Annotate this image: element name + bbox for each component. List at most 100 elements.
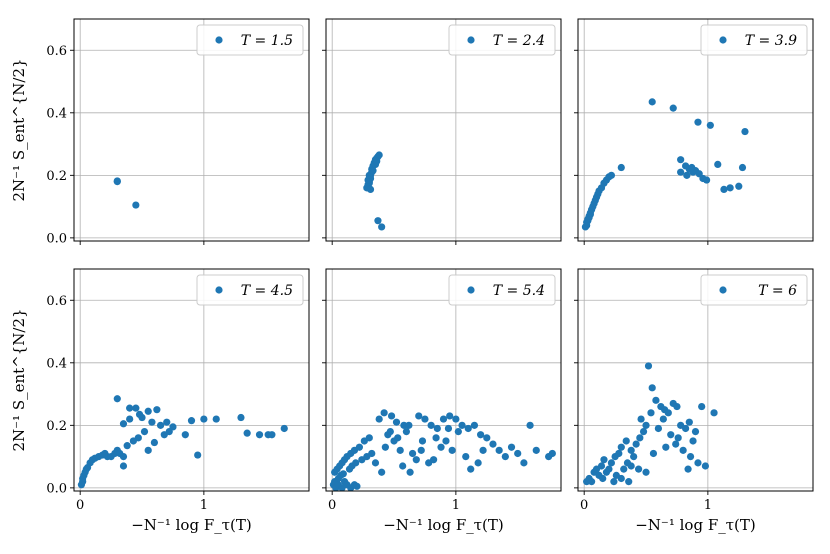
scatter-point <box>442 437 450 445</box>
scatter-point <box>187 417 196 425</box>
scatter-point <box>647 409 655 417</box>
scatter-point <box>113 395 121 403</box>
scatter-point <box>738 163 747 172</box>
scatter-point <box>625 478 633 486</box>
scatter-point <box>138 413 146 422</box>
scatter-point <box>392 418 401 426</box>
scatter-point <box>268 431 276 439</box>
scatter-point <box>418 437 427 445</box>
scatter-point <box>433 424 441 433</box>
scatter-point <box>437 443 445 451</box>
y-tick-label: 0.0 <box>46 231 67 246</box>
scatter-point <box>588 478 596 486</box>
scatter-point <box>126 415 134 423</box>
legend-marker <box>215 286 223 294</box>
subplot-1: 0.0 0.2 0.4 0.6 T = 1.5 <box>46 18 310 246</box>
scatter-point <box>454 427 462 436</box>
legend-marker <box>467 36 475 44</box>
scatter-point <box>617 443 625 451</box>
x-tick-label: 1 <box>704 498 712 513</box>
scatter-point <box>635 465 643 473</box>
scatter-point <box>483 434 491 442</box>
scatter-point <box>439 415 448 423</box>
scatter-point <box>664 409 672 417</box>
scatter-point <box>462 453 470 461</box>
scatter-point <box>144 407 152 415</box>
y-axis-label: 2N⁻¹ S_ent^{N/2} <box>10 58 28 201</box>
scatter-point <box>689 437 697 445</box>
scatter-point <box>636 434 644 442</box>
scatter-point <box>129 437 137 445</box>
scatter-point <box>280 424 288 433</box>
scatter-point <box>140 427 149 436</box>
scatter-point <box>674 434 682 442</box>
x-tick-label: 1 <box>200 498 208 513</box>
scatter-point <box>144 446 152 454</box>
scatter-point <box>386 427 394 436</box>
scatter-point <box>679 446 687 454</box>
subplot-6: 0 1 T = 6 <box>574 268 814 513</box>
scatter-point <box>430 456 438 464</box>
scatter-point <box>153 406 161 414</box>
scatter-point <box>150 438 158 447</box>
legend-label: T = 2.4 <box>493 33 545 49</box>
scatter-point <box>464 424 472 433</box>
scatter-point <box>156 421 165 429</box>
scatter-point <box>600 456 608 464</box>
scatter-point <box>132 201 140 209</box>
scatter-point <box>654 424 662 433</box>
scatter-point <box>686 453 695 461</box>
subplot-2: T = 2.4 <box>322 18 562 245</box>
scatter-point <box>119 453 128 461</box>
scatter-point <box>667 431 675 439</box>
x-tick-label: 0 <box>328 498 336 513</box>
scatter-point <box>684 465 692 473</box>
scatter-point <box>627 462 635 470</box>
scatter-point <box>520 459 528 467</box>
scatter-point <box>605 465 613 473</box>
x-tick-label: 1 <box>452 498 460 513</box>
legend-frame <box>700 24 808 56</box>
scatter-point <box>548 449 556 458</box>
scatter-point <box>378 223 386 231</box>
scatter-point <box>448 446 456 454</box>
scatter-point <box>532 446 540 454</box>
legend-marker <box>719 36 727 44</box>
scatter-point <box>741 127 749 136</box>
scatter-point <box>452 415 460 423</box>
scatter-point <box>237 413 245 422</box>
legend-frame <box>196 24 304 56</box>
legend-label: T = 6 <box>758 283 797 299</box>
y-tick-label: 0.6 <box>46 294 67 309</box>
scatter-point <box>599 474 607 483</box>
subplot-frame <box>325 268 562 492</box>
scatter-point <box>710 409 718 417</box>
scatter-point <box>126 404 134 412</box>
scatter-point <box>405 421 413 429</box>
subplot-grid: 0.00.20.40.6T = 1.5 T = 2.4 T = 3.90 10.00.… <box>46 18 814 513</box>
scatter-point <box>714 160 722 168</box>
y-tick-label: 0.6 <box>46 44 67 59</box>
scatter-point <box>375 151 383 159</box>
scatter-point <box>165 427 173 436</box>
scatter-point <box>113 177 121 185</box>
legend: T = 1.5 <box>196 24 304 56</box>
scatter-point <box>688 163 696 172</box>
scatter-point <box>365 434 373 442</box>
scatter-point <box>387 412 396 420</box>
scatter-point <box>467 465 475 473</box>
axis-labels: −N⁻¹ log F_τ(T) −N⁻¹ log F_τ(T) −N⁻¹ log F… <box>10 58 756 534</box>
scatter-point <box>415 412 423 420</box>
scatter-point <box>735 182 743 190</box>
scatter-point <box>477 431 485 439</box>
scatter-point <box>632 440 640 448</box>
scatter-point <box>677 156 685 164</box>
scatter-point <box>444 424 453 433</box>
scatter-point <box>597 462 606 470</box>
scatter-point <box>458 421 466 429</box>
scatter-point <box>380 409 388 417</box>
scatter-point <box>470 421 479 429</box>
scatter-point <box>726 184 734 192</box>
scatter-point <box>698 402 706 411</box>
